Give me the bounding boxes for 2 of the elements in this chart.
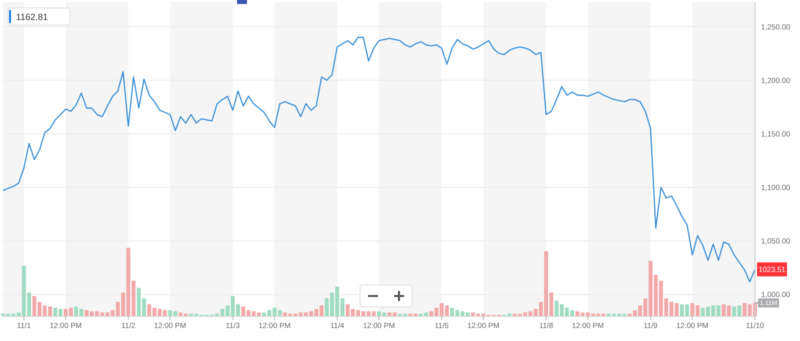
line-series (2, 36, 756, 282)
annotation: 1162.81 (16, 12, 48, 22)
